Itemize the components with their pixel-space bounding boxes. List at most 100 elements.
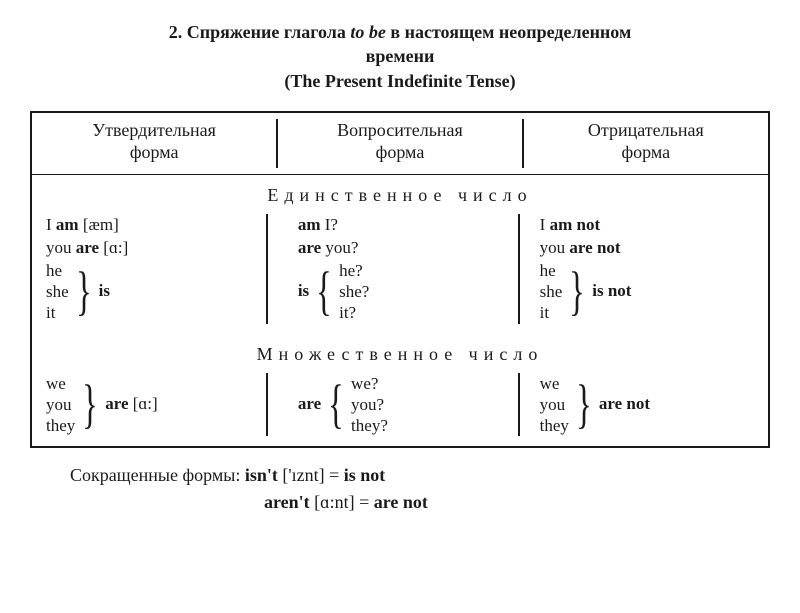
pronoun: she bbox=[540, 281, 563, 302]
pronoun-column: he she it bbox=[540, 260, 563, 324]
verb: are bbox=[105, 394, 128, 413]
pronoun: it bbox=[46, 302, 69, 323]
col-neg-l1: Отрицательная bbox=[588, 120, 704, 140]
brace-icon: } bbox=[81, 380, 99, 429]
brace-icon: { bbox=[315, 267, 333, 316]
aff-he-she-it-is: he she it } is bbox=[46, 260, 110, 324]
col-int-l1: Вопросительная bbox=[337, 120, 463, 140]
pronoun: we bbox=[46, 373, 75, 394]
plural-interrogative: are { we? you? they? bbox=[268, 373, 518, 437]
col-aff-l1: Утвердительная bbox=[92, 120, 216, 140]
brace-icon: } bbox=[75, 267, 93, 316]
text: I bbox=[540, 215, 550, 234]
pronoun: it bbox=[540, 302, 563, 323]
singular-negative: I am not you are not he she it } is not bbox=[520, 214, 760, 324]
singular-title: Единственное число bbox=[32, 175, 768, 214]
heading-italic: to be bbox=[350, 22, 386, 42]
equals: = bbox=[359, 492, 374, 512]
pronoun: they bbox=[46, 415, 75, 436]
aff-we-you-they-are: we you they } are [ɑ:] bbox=[46, 373, 158, 437]
conjugation-table: Утвердительная форма Вопросительная форм… bbox=[30, 111, 770, 448]
ipa: [æm] bbox=[79, 215, 119, 234]
equals: = bbox=[329, 465, 344, 485]
short-form: isn't bbox=[245, 465, 278, 485]
heading-line-2: времени bbox=[30, 44, 770, 68]
col-aff-l2: форма bbox=[130, 142, 179, 162]
aff-you-are: you are [ɑ:] bbox=[46, 237, 260, 260]
heading-text-before: Спряжение глагола bbox=[187, 22, 346, 42]
text: you bbox=[540, 238, 570, 257]
verb: am not bbox=[550, 215, 601, 234]
plural-row: we you they } are [ɑ:] are { we? you? th… bbox=[32, 373, 768, 447]
short-form: aren't bbox=[264, 492, 310, 512]
pronoun: we? bbox=[351, 373, 388, 394]
pronoun: he bbox=[46, 260, 69, 281]
full-form: are not bbox=[374, 492, 428, 512]
contraction-line-1: Сокращенные формы: isn't ['ıznt] = is no… bbox=[70, 462, 770, 489]
pronoun-column: he? she? it? bbox=[339, 260, 369, 324]
plural-title: Множественное число bbox=[32, 334, 768, 373]
int-are-you: are you? bbox=[298, 237, 512, 260]
text: I? bbox=[321, 215, 338, 234]
aff-i-am: I am [æm] bbox=[46, 214, 260, 237]
col-neg-l2: форма bbox=[621, 142, 670, 162]
text: I bbox=[46, 215, 56, 234]
pronoun-column: he she it bbox=[46, 260, 69, 324]
col-int-l2: форма bbox=[376, 142, 425, 162]
label: Сокращенные формы: bbox=[70, 465, 245, 485]
pronoun: you? bbox=[351, 394, 388, 415]
pronoun-column: we you they bbox=[540, 373, 569, 437]
verb-group: are [ɑ:] bbox=[105, 393, 157, 416]
verb: is bbox=[298, 280, 309, 303]
verb: are bbox=[76, 238, 99, 257]
neg-he-she-it-is-not: he she it } is not bbox=[540, 260, 632, 324]
ipa: ['ıznt] bbox=[278, 465, 329, 485]
pronoun: he bbox=[540, 260, 563, 281]
neg-we-you-they-are-not: we you they } are not bbox=[540, 373, 650, 437]
pronoun: they? bbox=[351, 415, 388, 436]
pronoun: he? bbox=[339, 260, 369, 281]
verb: is bbox=[99, 280, 110, 303]
plural-affirmative: we you they } are [ɑ:] bbox=[40, 373, 266, 437]
pronoun-column: we? you? they? bbox=[351, 373, 388, 437]
verb: am bbox=[56, 215, 79, 234]
pronoun: they bbox=[540, 415, 569, 436]
int-am-i: am I? bbox=[298, 214, 512, 237]
heading-line-3: (The Present Indefinite Tense) bbox=[30, 69, 770, 93]
pronoun: we bbox=[540, 373, 569, 394]
verb: are bbox=[298, 393, 321, 416]
ipa: [ɑ:] bbox=[99, 238, 128, 257]
verb: are not bbox=[569, 238, 620, 257]
heading-number: 2. bbox=[169, 22, 183, 42]
pronoun: you bbox=[46, 394, 75, 415]
int-are-we-you-they: are { we? you? they? bbox=[298, 373, 388, 437]
verb: am bbox=[298, 215, 321, 234]
col-negative: Отрицательная форма bbox=[524, 113, 768, 174]
neg-i-am-not: I am not bbox=[540, 214, 754, 237]
pronoun-column: we you they bbox=[46, 373, 75, 437]
neg-you-are-not: you are not bbox=[540, 237, 754, 260]
brace-icon: { bbox=[327, 380, 345, 429]
contracted-forms: Сокращенные формы: isn't ['ıznt] = is no… bbox=[30, 462, 770, 516]
singular-affirmative: I am [æm] you are [ɑ:] he she it } is bbox=[40, 214, 266, 324]
col-interrogative: Вопросительная форма bbox=[278, 113, 522, 174]
heading-line-1: 2. Спряжение глагола to be в настоящем н… bbox=[30, 20, 770, 44]
col-affirmative: Утвердительная форма bbox=[32, 113, 276, 174]
pronoun: it? bbox=[339, 302, 369, 323]
ipa: [ɑ:nt] bbox=[310, 492, 359, 512]
table-header-row: Утвердительная форма Вопросительная форм… bbox=[32, 113, 768, 175]
brace-icon: } bbox=[568, 267, 586, 316]
singular-interrogative: am I? are you? is { he? she? it? bbox=[268, 214, 518, 324]
pronoun: she bbox=[46, 281, 69, 302]
pronoun: she? bbox=[339, 281, 369, 302]
full-form: is not bbox=[344, 465, 386, 485]
pronoun: you bbox=[540, 394, 569, 415]
contraction-line-2: aren't [ɑ:nt] = are not bbox=[70, 489, 770, 516]
verb: are bbox=[298, 238, 321, 257]
verb: are not bbox=[599, 393, 650, 416]
verb: is not bbox=[592, 280, 631, 303]
singular-row: I am [æm] you are [ɑ:] he she it } is am… bbox=[32, 214, 768, 334]
ipa: [ɑ:] bbox=[129, 394, 158, 413]
text: you bbox=[46, 238, 76, 257]
plural-negative: we you they } are not bbox=[520, 373, 760, 437]
